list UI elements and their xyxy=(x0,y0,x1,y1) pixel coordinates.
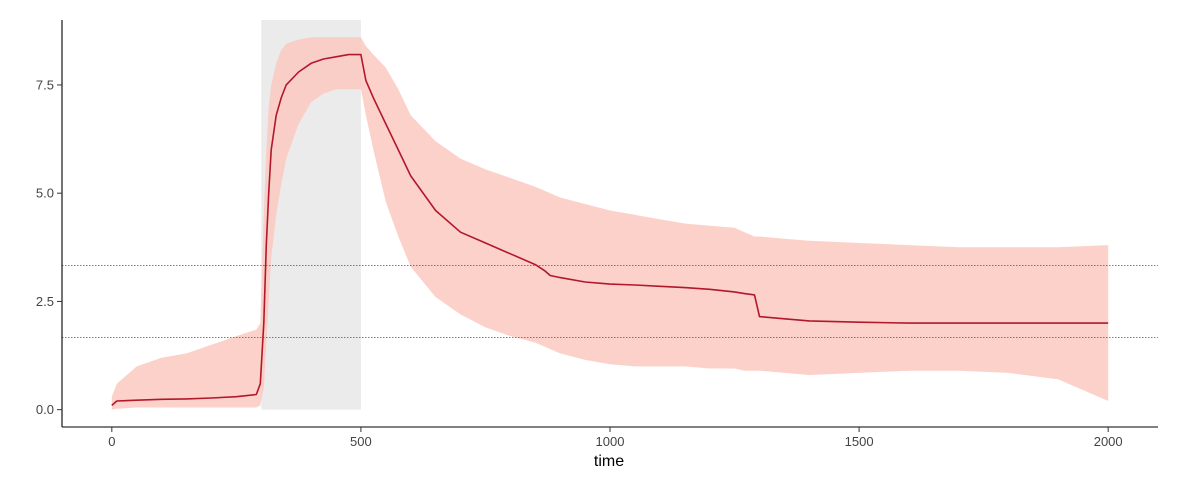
x-axis-title: time xyxy=(594,453,624,470)
plot-area xyxy=(62,20,1158,410)
x-tick-label: 0 xyxy=(108,434,115,449)
x-tick-label: 2000 xyxy=(1094,434,1123,449)
tick-layer: 0 500 1000 1500 2000 0.0 2.5 5.0 7.5 xyxy=(36,77,1123,449)
y-tick-label: 2.5 xyxy=(36,294,54,309)
x-tick-label: 1500 xyxy=(845,434,874,449)
series-line xyxy=(111,53,1109,407)
y-tick-label: 7.5 xyxy=(36,77,54,92)
y-tick-label: 5.0 xyxy=(36,186,54,201)
x-tick-label: 1000 xyxy=(596,434,625,449)
series-band xyxy=(111,37,1109,410)
y-tick-label: 0.0 xyxy=(36,402,54,417)
x-tick-label: 500 xyxy=(350,434,372,449)
